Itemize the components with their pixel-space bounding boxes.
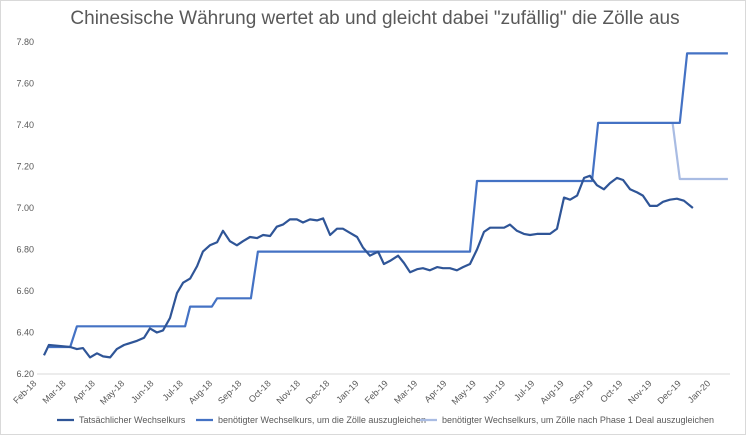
series-line-2 — [671, 122, 728, 181]
y-tick-label: 7.20 — [16, 162, 34, 172]
chart-title: Chinesische Währung wertet ab und gleich… — [70, 8, 679, 29]
legend-item: benötigter Wechselkurs, um Zölle nach Ph… — [420, 415, 714, 425]
y-tick-label: 7.60 — [16, 79, 34, 89]
y-tick-label: 6.40 — [16, 328, 34, 338]
legend-label: Tatsächlicher Wechselkurs — [79, 415, 186, 425]
y-tick-label: 6.80 — [16, 245, 34, 255]
y-tick-label: 7.40 — [16, 120, 34, 130]
y-tick-label: 6.60 — [16, 286, 34, 296]
legend-label: benötigter Wechselkurs, um die Zölle aus… — [218, 415, 426, 425]
series-line-1 — [48, 52, 728, 349]
series-line-0 — [43, 174, 694, 359]
y-tick-label: 7.80 — [16, 37, 34, 47]
legend-item: Tatsächlicher Wechselkurs — [57, 415, 186, 425]
y-tick-label: 7.00 — [16, 203, 34, 213]
legend-label: benötigter Wechselkurs, um Zölle nach Ph… — [442, 415, 714, 425]
y-tick-label: 6.20 — [16, 369, 34, 379]
legend-item: benötigter Wechselkurs, um die Zölle aus… — [196, 415, 426, 425]
